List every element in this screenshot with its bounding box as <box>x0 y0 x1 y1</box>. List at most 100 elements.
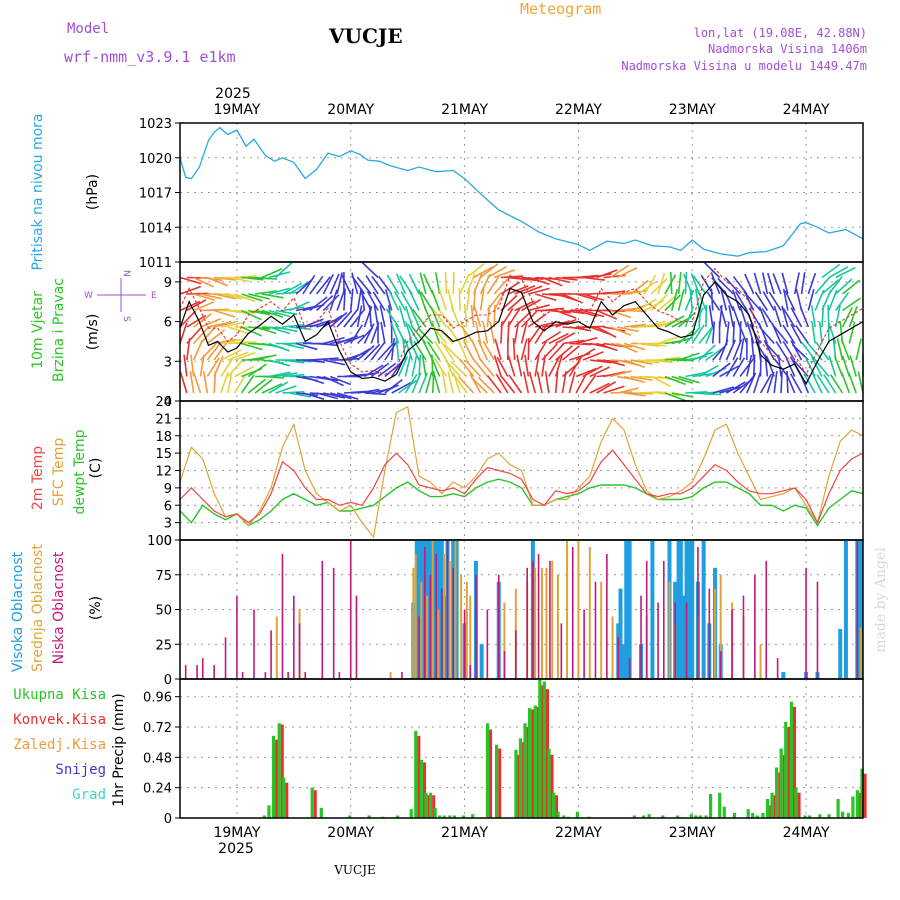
wind-arrow <box>746 354 753 377</box>
wind-arrow <box>596 309 618 320</box>
cloud-low-bar <box>213 665 215 679</box>
wind-arrow <box>432 308 448 328</box>
precip-total-bar <box>709 793 713 818</box>
wind-arrow <box>637 342 660 348</box>
legend-hail: Grad <box>72 787 106 803</box>
wind-arrow <box>811 321 816 344</box>
wind-arrow <box>685 371 708 378</box>
wind-arrow <box>364 392 387 396</box>
cloud-bars <box>184 540 863 679</box>
cloud-low-bar <box>497 574 500 679</box>
wind-arrow <box>582 293 605 302</box>
wind-arrow <box>365 275 379 295</box>
wind-arrow <box>493 290 506 311</box>
watermark: made by Angel <box>873 547 889 653</box>
ytick-label: 0 <box>164 534 172 549</box>
wind-arrow <box>705 346 725 361</box>
wind-arrow <box>555 345 573 361</box>
precip-total-bar <box>575 811 580 818</box>
cloud-low-bar <box>594 581 597 679</box>
wind-arrow <box>589 359 612 364</box>
precip-total-bar <box>319 807 323 818</box>
wind-arrow <box>835 278 853 295</box>
wind-arrow <box>703 261 721 279</box>
cloud-low-bar <box>742 595 745 679</box>
wind-arrow <box>377 362 397 378</box>
wind-arrow <box>840 339 851 361</box>
cloud-mid-bar <box>759 644 762 679</box>
precip-grid <box>180 679 863 818</box>
wind-arrow <box>664 375 686 386</box>
temp-ylabel-sfc: SFC Temp <box>51 438 67 507</box>
sfc-temp-line <box>179 405 864 539</box>
wind-arrow <box>323 375 344 387</box>
wind-arrow <box>527 325 542 344</box>
ytick-label: 9 <box>164 276 172 291</box>
wind-arrow <box>603 385 625 394</box>
wind-arrow <box>398 379 418 394</box>
precip-total-bar <box>551 792 556 818</box>
wind-arrow <box>227 326 250 335</box>
precip-conv-bar <box>797 792 801 818</box>
wind-arrow <box>507 295 525 312</box>
wind-arrow <box>728 305 735 328</box>
cloud-high-bar <box>627 540 632 679</box>
wind-arrow <box>609 264 630 279</box>
cloud-low-bar <box>606 553 608 679</box>
wind-arrow <box>829 374 844 394</box>
wind-arrow <box>282 373 305 378</box>
wind-arrow <box>568 371 576 394</box>
model-label: Model <box>67 21 109 37</box>
wind-arrow <box>534 340 548 361</box>
pressure-line <box>179 126 864 257</box>
wind-arrow <box>773 371 778 394</box>
ytick-label: 0 <box>164 673 172 688</box>
temp-unit: (C) <box>88 458 104 479</box>
precip-total-bar <box>395 815 400 818</box>
wind-arrow <box>616 387 639 394</box>
wind-arrow <box>486 265 507 279</box>
precip-total-bar <box>262 815 266 818</box>
wind-arrow <box>302 274 316 295</box>
precip-total-bar <box>282 777 286 818</box>
wind-arrow <box>719 305 728 328</box>
ytick-label: 6 <box>164 316 172 331</box>
wind-arrow <box>495 373 509 394</box>
wind-arrow <box>360 288 366 311</box>
cloud-mid-bar <box>719 574 722 679</box>
ytick-label: 0.24 <box>143 782 172 797</box>
cloud-mid-bar <box>588 546 591 679</box>
wind-arrow <box>827 322 837 344</box>
wind-speed-line <box>179 280 864 386</box>
temp-ylabel-2m: 2m Temp <box>30 446 46 510</box>
wind-arrow <box>521 298 542 312</box>
wind-arrow <box>534 324 548 344</box>
wind-arrow <box>408 339 420 361</box>
precip-total-bar <box>775 767 779 818</box>
wind-arrow <box>575 347 596 361</box>
precip-total-bar <box>851 796 855 818</box>
wind-arrow <box>370 341 386 361</box>
wind-arrow <box>650 278 668 295</box>
ytick-label: 0.48 <box>143 751 172 766</box>
wind-arrow <box>464 359 482 378</box>
wind-arrow <box>329 273 340 295</box>
wind-arrow <box>179 310 196 328</box>
precip-total-bar <box>689 814 693 818</box>
wind-arrow <box>179 371 188 394</box>
wind-arrow <box>754 291 769 311</box>
wind-arrow <box>828 355 837 377</box>
cloud-mid-bar <box>437 609 440 679</box>
wind-arrow <box>555 332 576 345</box>
cloud-low-bar <box>719 651 722 679</box>
wind-arrow <box>712 386 735 394</box>
cloud-low-bar <box>264 672 267 679</box>
wind-panel: 0 3 6 9 10m Vjetar Brzina i Pravac (m/s) N … <box>30 261 864 410</box>
wind-arrow <box>309 296 328 312</box>
wind-arrow <box>780 370 783 394</box>
wind-arrow <box>664 274 677 295</box>
precip-total-bar <box>533 705 537 818</box>
wind-arrow <box>302 392 325 400</box>
wind-arrow <box>447 371 454 394</box>
wind-arrow <box>288 281 309 295</box>
